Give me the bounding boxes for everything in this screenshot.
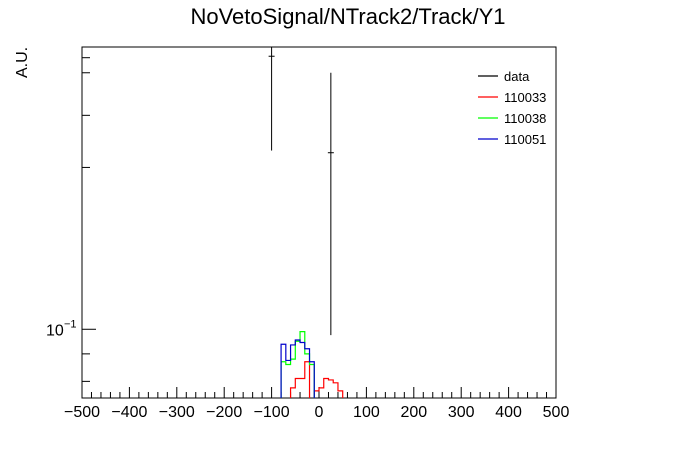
- x-tick-label: −100: [254, 404, 290, 421]
- plot-frame: [81, 46, 557, 399]
- legend-label-110038: 110038: [504, 111, 546, 126]
- y-tick-exponent: −1: [64, 318, 77, 330]
- legend-label-110051: 110051: [504, 132, 546, 147]
- legend: data 110033 110038 110051: [478, 69, 546, 147]
- x-tick-label: 100: [353, 404, 380, 421]
- histogram-110033: [289, 361, 344, 398]
- x-tick-label: −400: [111, 404, 147, 421]
- histogram-110051: [280, 339, 315, 398]
- x-tick-label: −300: [159, 404, 195, 421]
- legend-label-110033: 110033: [504, 90, 546, 105]
- legend-label-data: data: [504, 69, 530, 84]
- x-tick-label: 500: [543, 404, 570, 421]
- x-tick-label: 0: [315, 404, 324, 421]
- data-points: [268, 47, 334, 336]
- x-tick-label: 300: [448, 404, 475, 421]
- x-tick-label: 400: [495, 404, 522, 421]
- x-tick-label: −200: [206, 404, 242, 421]
- histograms: [280, 331, 344, 398]
- chart-title: NoVetoSignal/NTrack2/Track/Y1: [190, 4, 506, 29]
- axes: −500 −400 −300 −200 −100 0 100 200 300 400 500 10 −1: [46, 57, 570, 421]
- y-tick-label: 10: [46, 322, 64, 339]
- x-tick-label: 200: [400, 404, 427, 421]
- x-tick-label: −500: [64, 404, 100, 421]
